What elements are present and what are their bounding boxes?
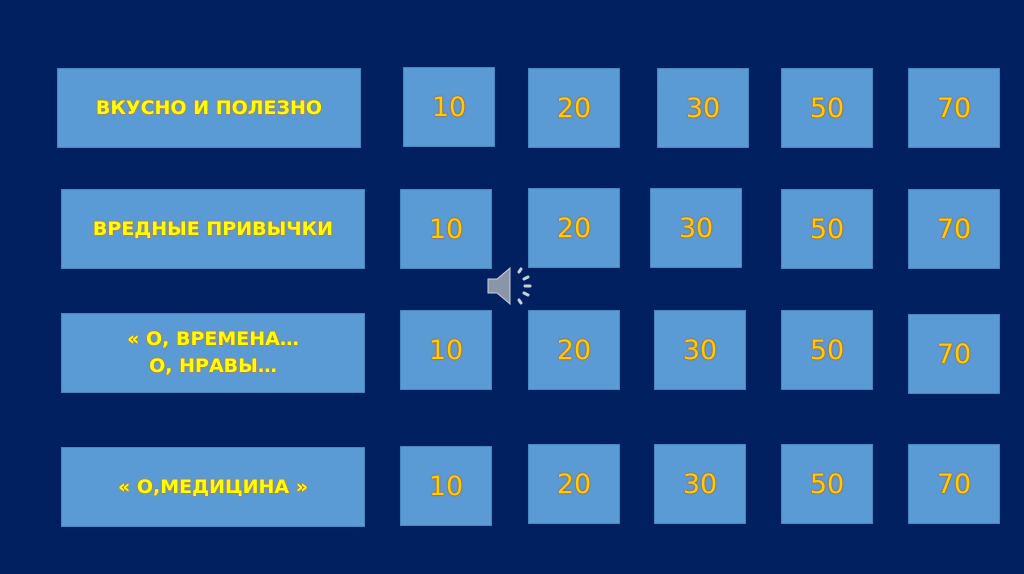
category-tile[interactable]: ВРЕДНЫЕ ПРИВЫЧКИ [61, 189, 365, 269]
category-tile[interactable]: « О, ВРЕМЕНА… О, НРАВЫ… [61, 313, 365, 393]
question-tile[interactable]: 30 [657, 68, 749, 148]
category-tile[interactable]: « О,МЕДИЦИНА » [61, 447, 365, 527]
question-tile[interactable]: 50 [781, 310, 873, 390]
question-tile[interactable]: 10 [400, 310, 492, 390]
question-tile[interactable]: 20 [528, 188, 620, 268]
question-tile[interactable]: 10 [400, 189, 492, 269]
question-tile[interactable]: 70 [908, 68, 1000, 148]
question-tile[interactable]: 50 [781, 444, 873, 524]
question-tile[interactable]: 70 [908, 314, 1000, 394]
speaker-icon[interactable] [486, 264, 536, 308]
category-label: « О, ВРЕМЕНА… О, НРАВЫ… [127, 328, 299, 377]
question-tile[interactable]: 20 [528, 68, 620, 148]
category-label: ВРЕДНЫЕ ПРИВЫЧКИ [92, 217, 334, 240]
question-tile[interactable]: 50 [781, 189, 873, 269]
category-label: « О,МЕДИЦИНА » [118, 475, 308, 498]
question-tile[interactable]: 20 [528, 444, 620, 524]
question-tile[interactable]: 10 [403, 67, 495, 147]
question-tile[interactable]: 20 [528, 310, 620, 390]
question-tile[interactable]: 50 [781, 68, 873, 148]
question-tile[interactable]: 30 [654, 310, 746, 390]
category-tile[interactable]: ВКУСНО И ПОЛЕЗНО [57, 68, 361, 148]
category-label: ВКУСНО И ПОЛЕЗНО [95, 96, 323, 119]
question-tile[interactable]: 30 [650, 188, 742, 268]
question-tile[interactable]: 70 [908, 444, 1000, 524]
question-tile[interactable]: 70 [908, 189, 1000, 269]
question-tile[interactable]: 30 [654, 444, 746, 524]
question-tile[interactable]: 10 [400, 446, 492, 526]
